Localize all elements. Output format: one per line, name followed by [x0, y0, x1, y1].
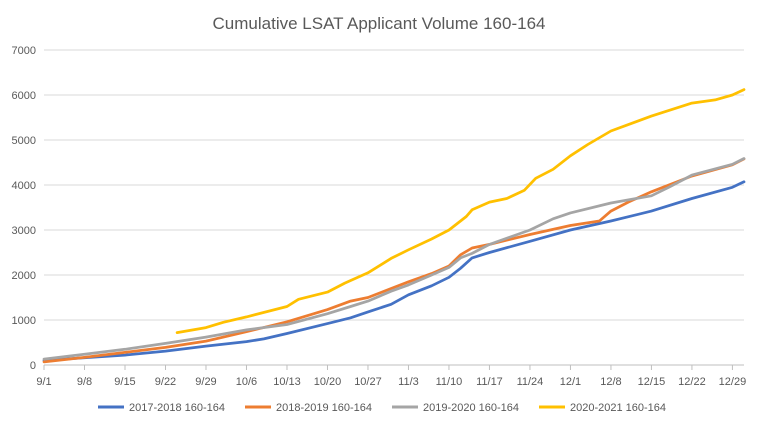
legend: 2017-2018 160-164 2018-2019 160-164 2019-2… [98, 402, 666, 414]
x-tick-label: 12/1 [560, 376, 581, 388]
series-lines [42, 88, 746, 364]
x-tick-label: 11/10 [436, 376, 463, 388]
chart-title: Cumulative LSAT Applicant Volume 160-164 [213, 14, 546, 33]
x-tick-label: 10/20 [314, 376, 342, 388]
gridlines [44, 49, 744, 321]
x-tick-label: 9/29 [195, 376, 216, 388]
series-line-1 [42, 180, 746, 362]
x-tick-label: 11/17 [476, 376, 503, 388]
y-tick-label: 3000 [12, 225, 36, 237]
x-tick-label: 12/15 [638, 376, 666, 388]
y-tick-label: 0 [30, 360, 36, 372]
x-tick-label: 11/24 [517, 376, 544, 388]
y-tick-label: 1000 [12, 315, 36, 327]
y-tick-label: 6000 [12, 90, 36, 102]
axes: 0 1000 2000 3000 4000 5000 6000 7000 9/1 9/8 9/15 9… [12, 45, 747, 388]
x-tick-label: 12/29 [719, 376, 747, 388]
series-line-4 [175, 88, 746, 334]
x-tick-label: 9/15 [114, 376, 135, 388]
y-tick-label: 2000 [12, 270, 36, 282]
x-tick-label: 10/6 [236, 376, 257, 388]
x-tick-label: 9/22 [155, 376, 176, 388]
legend-label: 2017-2018 160-164 [129, 402, 225, 414]
y-tick-label: 4000 [12, 180, 36, 192]
y-tick-label: 7000 [12, 45, 36, 57]
x-tick-label: 12/8 [600, 376, 621, 388]
y-tick-label: 5000 [12, 135, 36, 147]
series-line-2 [42, 157, 746, 364]
x-tick-label: 9/1 [36, 376, 51, 388]
x-tick-label: 12/22 [678, 376, 706, 388]
x-tick-label: 9/8 [77, 376, 92, 388]
series-line-3 [42, 157, 746, 361]
x-tick-label: 10/13 [273, 376, 301, 388]
x-tick-label: 10/27 [354, 376, 382, 388]
legend-label: 2020-2021 160-164 [570, 402, 666, 414]
legend-label: 2018-2019 160-164 [276, 402, 372, 414]
x-tick-label: 11/3 [398, 376, 419, 388]
legend-label: 2019-2020 160-164 [423, 402, 519, 414]
